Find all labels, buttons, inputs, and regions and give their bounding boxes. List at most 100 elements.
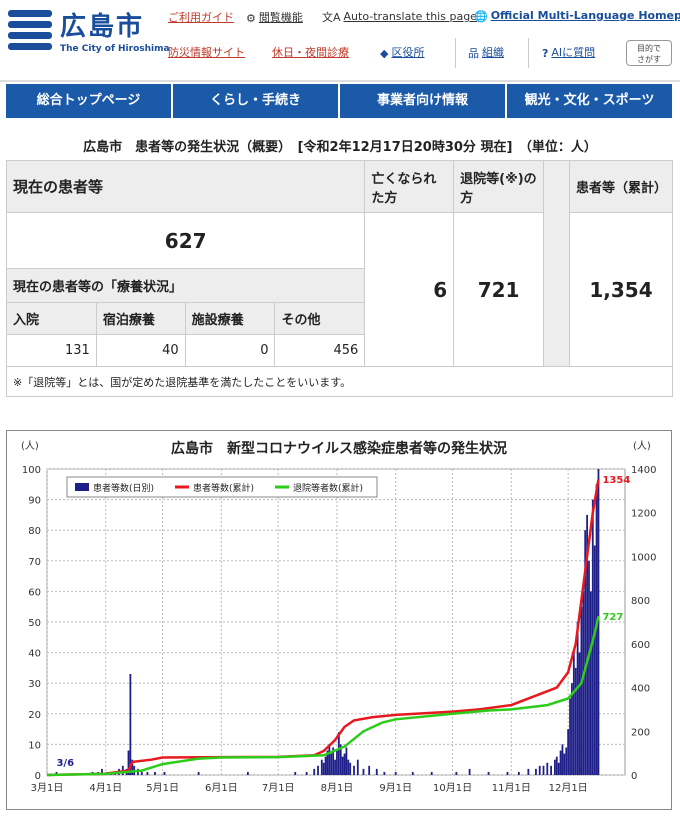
y-right-tick: 1000 [631,552,656,563]
annotation: 1354 [602,475,630,486]
discharged-value: 721 [453,212,545,367]
bar-daily [317,765,319,775]
y-right-tick: 400 [631,684,650,695]
divider [455,38,456,68]
bar-daily [574,667,577,775]
y-right-tick: 600 [631,640,650,651]
bar-daily [339,744,342,775]
night-clinic-link[interactable]: 休日・夜間診療 [272,46,349,59]
bar-daily [582,591,585,775]
bar-daily [349,762,352,775]
nav-top[interactable]: 総合トップページ [6,84,173,118]
x-tick: 6月1日 [205,782,238,794]
bar-daily [546,762,549,775]
care-value-facility: 0 [184,334,276,367]
bar-daily [313,768,316,775]
y-left-tick: 100 [22,465,41,476]
bar-daily [580,606,583,775]
discharge-note: ※「退院等」とは、国が定めた退院基準を満たしたことをいいます。 [6,366,673,397]
bar-daily [430,771,433,775]
bar-daily [197,771,200,775]
bar-daily [330,753,333,775]
y-right-tick: 800 [631,596,650,607]
bar-daily [593,545,596,775]
legend-label: 退院等者数(累計) [293,482,363,494]
organization-link[interactable]: 品組織 [468,46,504,60]
chart-title: 広島市 新型コロナウイルス感染症患者等の発生状況 [171,440,507,457]
ward-office-link[interactable]: ◆ 区役所 [380,46,425,60]
ai-question-link[interactable]: ? AIに質問 [542,46,596,60]
bar-daily [535,768,537,775]
care-value-hospital: 131 [6,334,97,367]
nav-living[interactable]: くらし・手続き [173,84,340,118]
y-left-tick: 60 [28,587,41,598]
bar-daily [353,765,355,775]
bar-daily [394,771,397,775]
bar-daily [586,514,588,775]
x-tick: 4月1日 [89,782,122,794]
bar-daily [517,771,520,775]
auto-translate-link[interactable]: 文A Auto-translate this page [322,10,477,24]
cumulative-value: 1,354 [569,212,673,367]
x-tick: 12月1日 [549,782,588,794]
bar-daily [538,765,541,775]
legend-label: 患者等数(日別) [93,482,154,494]
bar-daily [487,771,490,775]
bar-daily [328,744,331,775]
globe-icon: 🌐 [474,9,488,23]
x-tick: 9月1日 [379,782,412,794]
y-left-tick: 0 [35,771,41,782]
care-value-other: 456 [274,334,366,367]
x-tick: 5月1日 [146,782,179,794]
x-tick: 10月1日 [433,782,472,794]
site-logo[interactable]: 広島市 The City of Hiroshima [8,6,170,60]
y-right-unit: (人) [633,440,651,452]
bar-daily [588,560,590,775]
search-by-purpose-button[interactable]: 目的で さがす [626,40,672,66]
y-right-tick: 200 [631,727,650,738]
nav-tourism[interactable]: 観光・文化・スポーツ [524,93,655,108]
x-tick: 11月1日 [492,782,531,794]
bar-daily [550,765,552,775]
bar-daily [326,750,329,775]
disaster-info-link[interactable]: 防災情報サイト [168,46,245,59]
bar-daily [127,750,130,775]
global-nav: 総合トップページ くらし・手続き 事業者向け情報 観光・文化・スポーツ [6,84,672,118]
care-value-hotel: 40 [95,334,186,367]
x-tick: 3月1日 [31,782,64,794]
bar-daily [455,771,458,775]
bar-daily [468,768,471,775]
multilang-link[interactable]: 🌐Official Multi-Language Homepage [474,9,680,23]
bar-daily [154,771,156,775]
bar-daily [343,753,346,775]
bar-daily [576,622,579,775]
y-right-tick: 1400 [631,465,656,476]
usage-guide-link[interactable]: ご利用ガイド [168,11,234,24]
bar-daily [542,765,545,775]
bar-daily [322,762,325,775]
bar-daily [557,762,560,775]
divider [528,38,529,68]
bar-daily [589,591,592,775]
care-header-hospital: 入院 [6,302,97,335]
logo-name: 広島市 [60,12,145,42]
covid-chart: 広島市 新型コロナウイルス感染症患者等の発生状況 (人) (人) 0 10 20 30 40 5… [6,430,672,810]
current-patients-header: 現在の患者等 [5,160,366,213]
bar-daily [356,759,359,775]
annotation: 727 [602,612,623,623]
bar-daily [362,768,365,775]
bar-daily [578,652,581,775]
bar-daily [246,771,249,775]
y-left-tick: 30 [28,679,41,690]
bar-daily [146,771,149,775]
org-chart-icon: 品 [468,47,479,60]
care-header-other: その他 [274,302,366,335]
y-left-tick: 50 [28,618,41,629]
y-right-tick: 1200 [631,509,656,520]
bar-daily [555,756,558,775]
nav-business[interactable]: 事業者向け情報 [340,84,507,118]
bar-daily [553,759,556,775]
bar-daily [563,753,566,775]
accessibility-link[interactable]: ⚙ 閲覧機能 [246,11,303,25]
y-left-tick: 20 [28,710,41,721]
